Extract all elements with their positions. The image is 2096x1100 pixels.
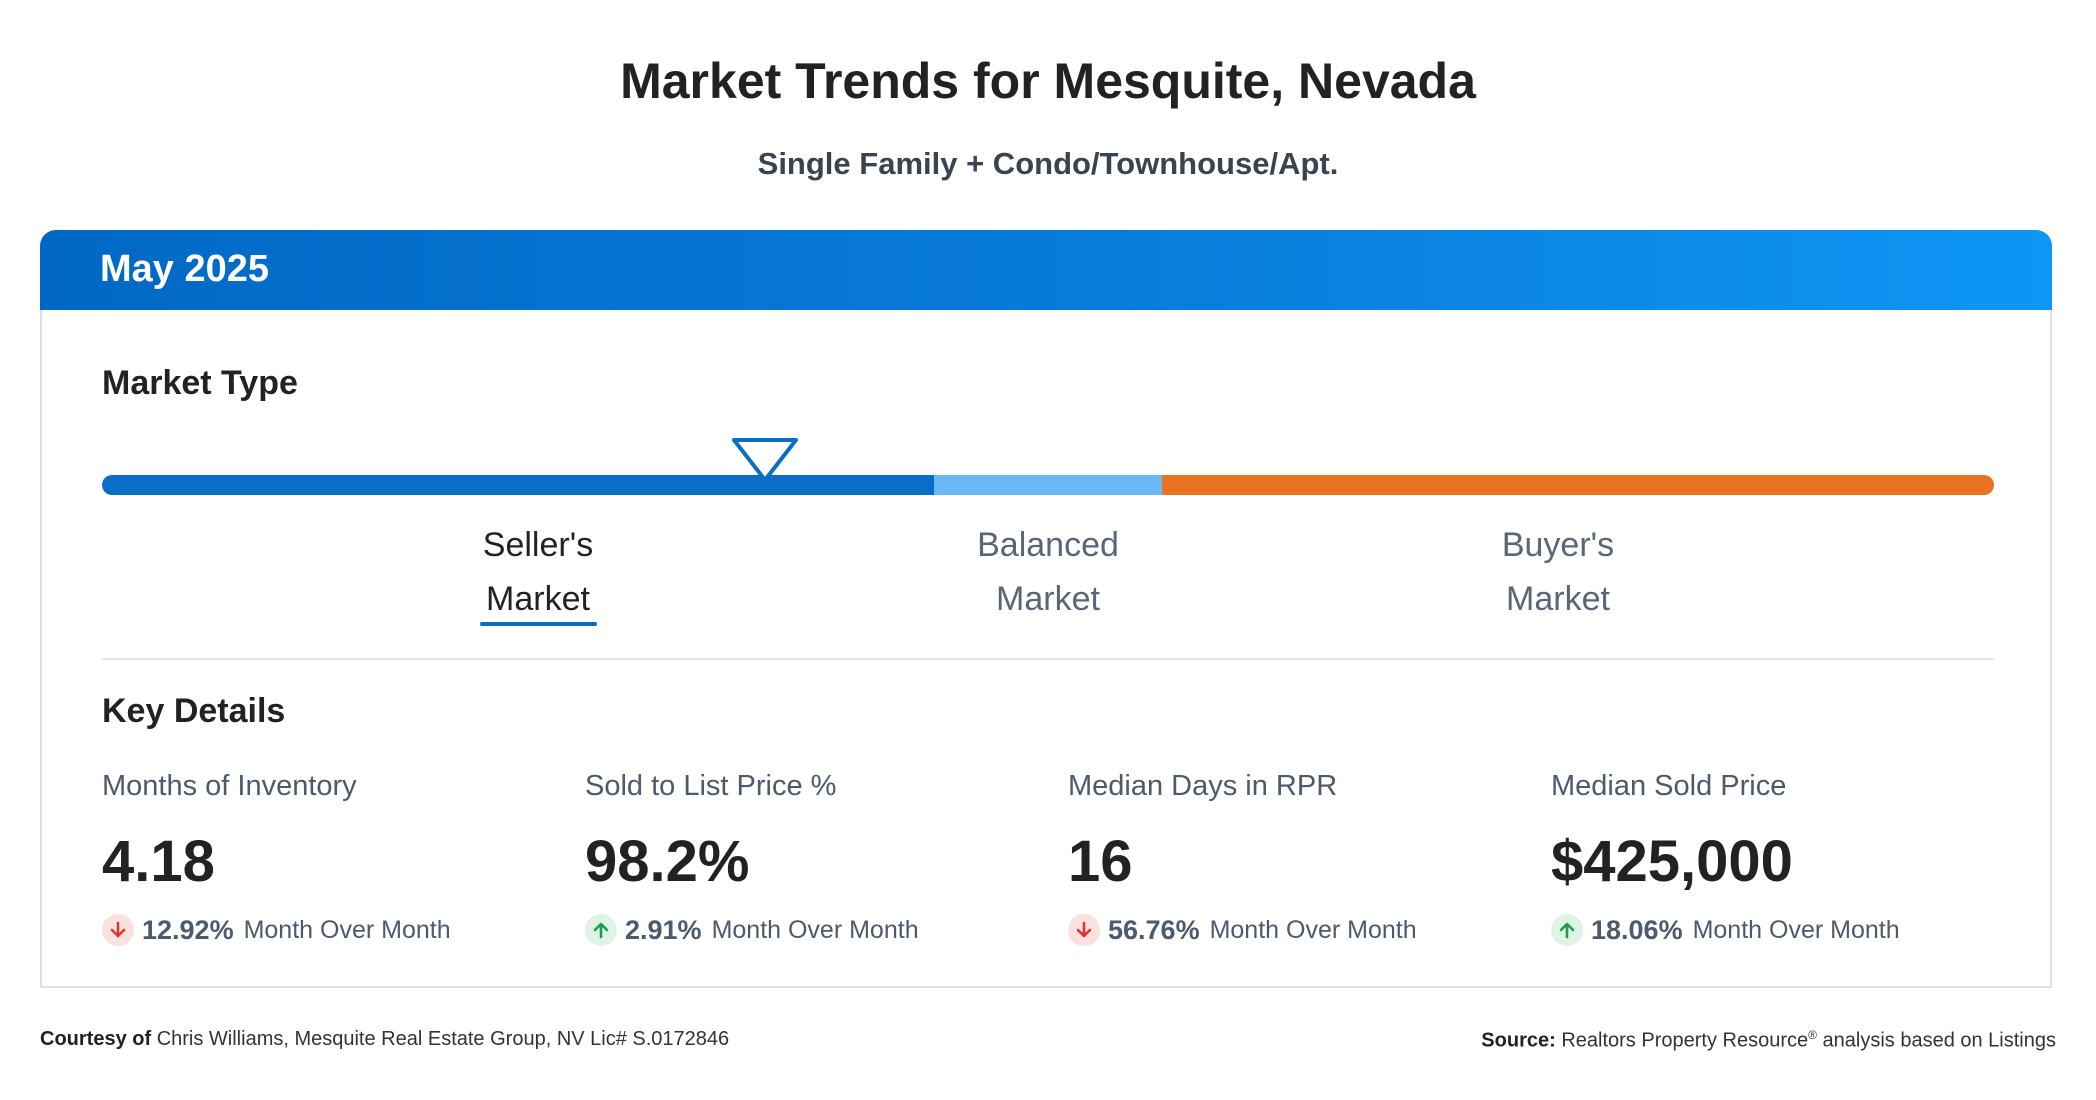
arrow-down-icon bbox=[1068, 914, 1100, 946]
metric-label: Median Days in RPR bbox=[1068, 770, 1338, 802]
courtesy-text: Chris Williams, Mesquite Real Estate Gro… bbox=[156, 1028, 730, 1050]
segment-label-sellers: Seller's Market bbox=[388, 518, 688, 626]
courtesy-label: Courtesy of bbox=[40, 1028, 152, 1050]
source-text-suffix: analysis based on Listings bbox=[1822, 1029, 2056, 1052]
metric-label: Median Sold Price bbox=[1551, 770, 1787, 802]
segment-label-line1: Balanced bbox=[977, 526, 1119, 564]
change-text: Month Over Month bbox=[1692, 915, 1900, 944]
change-percent: 2.91% bbox=[625, 914, 702, 945]
metric-median-sold-price: Median Sold Price $425,000 18.06% Month … bbox=[1551, 770, 2011, 948]
sellers-market-bar bbox=[102, 475, 934, 495]
metric-label: Sold to List Price % bbox=[585, 770, 837, 802]
metric-value: $425,000 bbox=[1551, 829, 1793, 894]
change-text: Month Over Month bbox=[243, 915, 451, 944]
metric-change: 56.76% Month Over Month bbox=[1068, 912, 1528, 948]
period-title: May 2025 bbox=[100, 248, 270, 290]
buyers-market-bar bbox=[1162, 475, 1994, 495]
segment-label-line2: Market bbox=[996, 580, 1100, 618]
metric-value: 16 bbox=[1068, 829, 1133, 894]
market-card: May 2025 bbox=[40, 230, 2052, 988]
footer-source: Source: Realtors Property Resource® anal… bbox=[1481, 1028, 2056, 1053]
segment-label-balanced: Balanced Market bbox=[898, 518, 1198, 626]
page-title: Market Trends for Mesquite, Nevada bbox=[620, 53, 1476, 109]
balanced-market-bar bbox=[934, 475, 1162, 495]
arrow-down-icon bbox=[102, 914, 134, 946]
footer-courtesy: Courtesy of Chris Williams, Mesquite Rea… bbox=[40, 1028, 729, 1051]
arrow-up-icon bbox=[585, 914, 617, 946]
metric-value: 4.18 bbox=[102, 829, 215, 894]
market-type-title: Market Type bbox=[102, 364, 298, 402]
segment-label-line1: Buyer's bbox=[1501, 526, 1615, 564]
triangle-down-icon bbox=[732, 438, 798, 482]
metric-change: 2.91% Month Over Month bbox=[585, 912, 1045, 948]
metric-change: 18.06% Month Over Month bbox=[1551, 912, 2011, 948]
metric-change: 12.92% Month Over Month bbox=[102, 912, 562, 948]
change-percent: 18.06% bbox=[1591, 914, 1683, 945]
change-percent: 12.92% bbox=[142, 914, 234, 945]
page-subtitle: Single Family + Condo/Townhouse/Apt. bbox=[757, 146, 1339, 181]
segment-label-buyers: Buyer's Market bbox=[1408, 518, 1708, 626]
metric-sold-to-list-price: Sold to List Price % 98.2% 2.91% Month O… bbox=[585, 770, 1045, 948]
divider bbox=[102, 658, 1994, 660]
arrow-up-icon bbox=[1551, 914, 1583, 946]
metric-label: Months of Inventory bbox=[102, 770, 357, 802]
card-header: May 2025 bbox=[40, 230, 2052, 310]
key-details-title: Key Details bbox=[102, 692, 286, 730]
source-label: Source: bbox=[1481, 1029, 1556, 1052]
active-segment-underline bbox=[480, 622, 597, 626]
metric-value: 98.2% bbox=[585, 829, 750, 894]
change-text: Month Over Month bbox=[1209, 915, 1417, 944]
segment-label-line1: Seller's bbox=[482, 526, 594, 564]
metric-median-days-in-rpr: Median Days in RPR 16 56.76% Month Over … bbox=[1068, 770, 1528, 948]
registered-mark: ® bbox=[1808, 1028, 1817, 1042]
metric-months-of-inventory: Months of Inventory 4.18 12.92% Month Ov… bbox=[102, 770, 562, 948]
change-text: Month Over Month bbox=[711, 915, 919, 944]
segment-label-line2: Market bbox=[1506, 580, 1610, 618]
change-percent: 56.76% bbox=[1108, 914, 1200, 945]
segment-label-line2: Market bbox=[486, 580, 590, 618]
source-text: Realtors Property Resource bbox=[1561, 1029, 1809, 1052]
